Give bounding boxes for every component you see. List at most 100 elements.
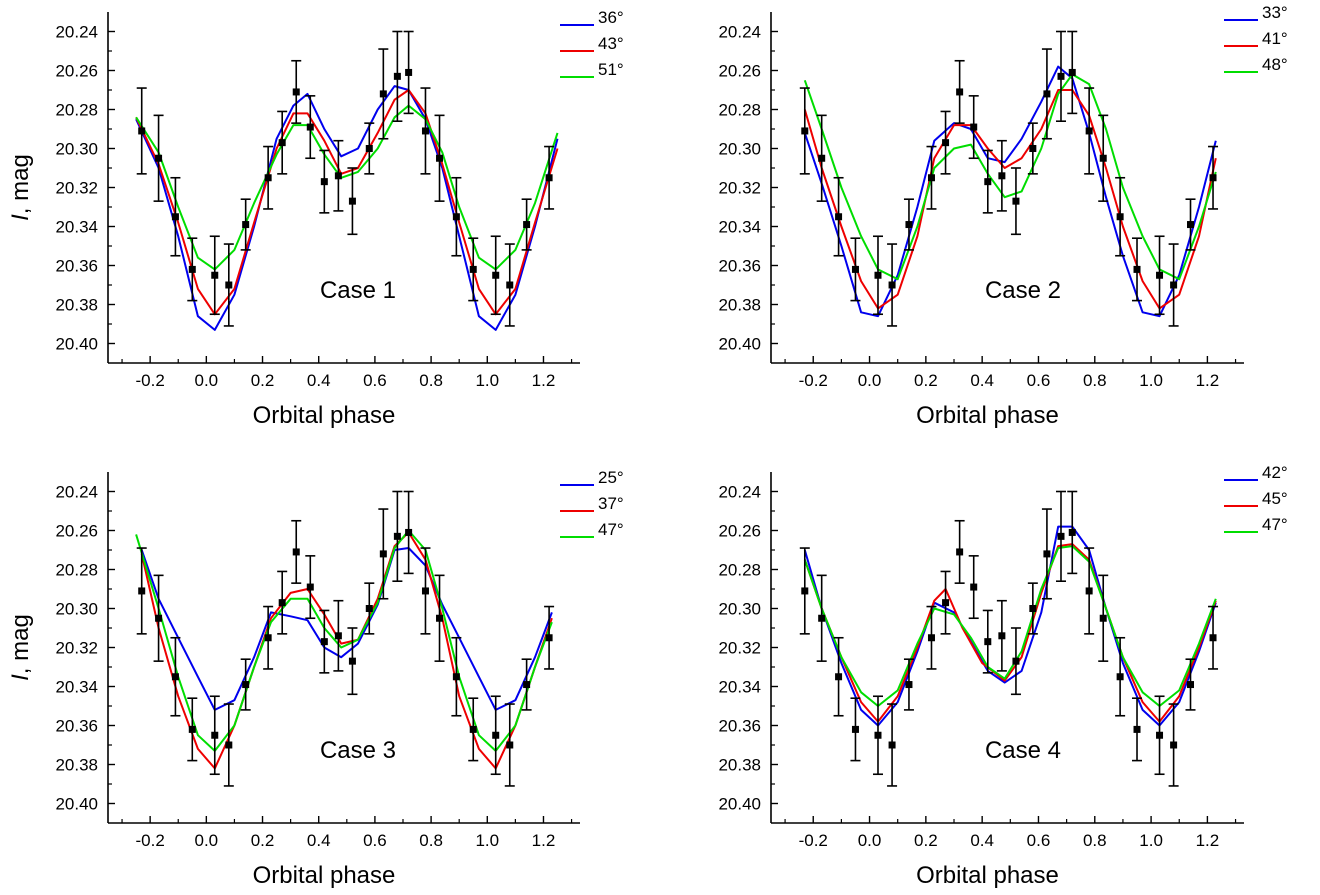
data-point — [1133, 265, 1141, 273]
data-point — [264, 174, 272, 182]
x-tick-label: -0.2 — [799, 831, 828, 850]
y-tick-label: 20.28 — [718, 561, 761, 580]
data-point — [818, 614, 826, 622]
data-point — [334, 632, 342, 640]
legend-label: 51° — [598, 60, 624, 79]
data-point — [452, 213, 460, 221]
data-point — [492, 271, 500, 279]
y-tick-label: 20.38 — [718, 756, 761, 775]
series-line-25 — [140, 547, 553, 711]
data-point — [1068, 68, 1076, 76]
data-point — [1085, 587, 1093, 595]
data-point — [242, 681, 250, 689]
data-point — [211, 271, 219, 279]
y-tick-label: 20.40 — [55, 795, 98, 814]
y-tick-label: 20.32 — [718, 179, 761, 198]
data-point — [956, 548, 964, 556]
x-tick-label: 0.8 — [1083, 831, 1107, 850]
data-point — [998, 172, 1006, 180]
data-point — [927, 634, 935, 642]
data-point — [888, 281, 896, 289]
data-point — [888, 741, 896, 749]
y-tick-label: 20.28 — [55, 561, 98, 580]
data-point — [405, 68, 413, 76]
data-point — [452, 673, 460, 681]
x-tick-label: -0.2 — [135, 831, 164, 850]
y-tick-label: 20.24 — [718, 23, 761, 42]
case-label: Case 1 — [320, 277, 396, 304]
series-line-47 — [135, 529, 553, 752]
y-tick-label: 20.34 — [718, 678, 761, 697]
x-tick-label: -0.2 — [135, 371, 164, 390]
x-tick-label: 0.4 — [307, 371, 331, 390]
x-axis-label: Orbital phase — [253, 862, 396, 889]
y-axis-label: I, mag — [7, 614, 34, 681]
y-axis-label: I, mag — [7, 154, 34, 221]
y-tick-label: 20.38 — [55, 296, 98, 315]
data-point — [1012, 197, 1020, 205]
y-tick-label: 20.28 — [55, 101, 98, 120]
y-tick-label: 20.26 — [55, 522, 98, 541]
data-point — [225, 741, 233, 749]
data-point — [1029, 145, 1037, 152]
x-axis-label: Orbital phase — [916, 862, 1059, 889]
data-point — [818, 154, 826, 162]
data-point — [1057, 72, 1065, 80]
data-point — [306, 123, 314, 131]
data-point — [171, 213, 179, 221]
x-axis-label: Orbital phase — [253, 402, 396, 429]
data-point — [801, 587, 809, 595]
data-point — [545, 174, 553, 182]
legend-label: 45° — [1262, 489, 1288, 508]
x-tick-label: 0.4 — [970, 831, 994, 850]
series-line-43 — [135, 89, 559, 316]
legend-label: 47° — [1262, 515, 1288, 534]
panel-bottom-right: 20.24 20.26 20.28 20.30 20.32 20.34 20.36 20.38… — [718, 463, 1287, 889]
data-point — [320, 178, 328, 186]
legend-label: 41° — [1262, 29, 1288, 48]
data-point — [523, 681, 531, 689]
data-point — [155, 154, 163, 162]
data-point — [421, 587, 429, 595]
data-point — [942, 599, 950, 607]
series-line-41 — [803, 89, 1217, 310]
data-point — [851, 725, 859, 733]
x-tick-label: -0.2 — [799, 371, 828, 390]
series-line-33 — [803, 65, 1217, 318]
x-axis-label: Orbital phase — [916, 402, 1059, 429]
x-tick-label: 0.8 — [419, 371, 443, 390]
data-point — [292, 548, 300, 556]
series-line-47 — [803, 545, 1217, 707]
data-point — [393, 532, 401, 540]
y-tick-label: 20.28 — [718, 101, 761, 120]
series-line-45 — [803, 543, 1217, 723]
data-point — [278, 599, 286, 607]
data-point — [379, 90, 387, 98]
data-point — [1057, 532, 1065, 540]
x-tick-label: 0.8 — [419, 831, 443, 850]
data-point — [801, 127, 809, 135]
data-point — [1099, 614, 1107, 622]
data-point — [851, 265, 859, 273]
data-point — [523, 221, 531, 229]
data-point — [1043, 90, 1051, 98]
data-point — [984, 178, 992, 186]
data-point — [1187, 681, 1195, 689]
x-tick-label: 1.0 — [475, 371, 499, 390]
data-point — [188, 725, 196, 733]
y-tick-label: 20.34 — [55, 218, 98, 237]
data-point — [1043, 550, 1051, 558]
y-tick-label: 20.40 — [718, 335, 761, 354]
y-tick-label: 20.32 — [55, 639, 98, 658]
data-point — [138, 587, 146, 595]
data-point — [1187, 221, 1195, 229]
y-tick-label: 20.30 — [55, 140, 98, 159]
x-tick-label: 0.6 — [1027, 831, 1051, 850]
x-tick-label: 0.8 — [1083, 371, 1107, 390]
data-point — [334, 172, 342, 180]
legend-label: 37° — [598, 494, 624, 513]
data-point — [506, 281, 514, 289]
x-tick-label: 0.0 — [858, 831, 882, 850]
legend-label: 25° — [598, 468, 624, 487]
